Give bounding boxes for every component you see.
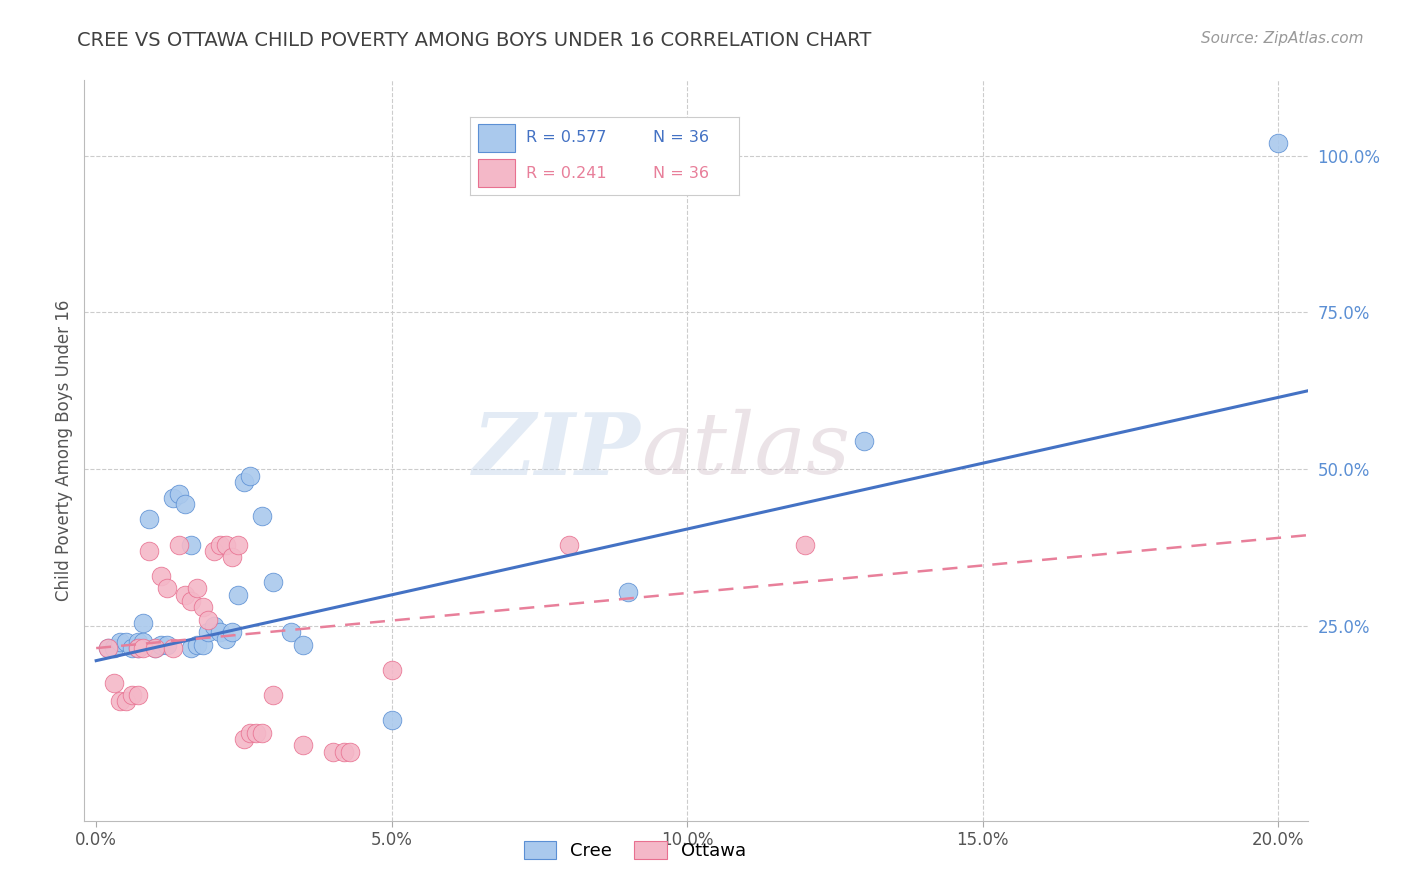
Point [215, 538, 238, 552]
Point [197, 625, 219, 640]
Point [167, 538, 190, 552]
Point [173, 497, 195, 511]
Point [150, 638, 173, 652]
Point [226, 538, 249, 552]
Point [180, 594, 202, 608]
Point [186, 638, 208, 652]
Point [197, 613, 219, 627]
Point [1267, 136, 1289, 150]
Point [97, 641, 120, 656]
Y-axis label: Child Poverty Among Boys Under 16: Child Poverty Among Boys Under 16 [55, 300, 73, 601]
Point [180, 641, 202, 656]
Point [221, 550, 243, 565]
Text: atlas: atlas [641, 409, 851, 491]
Point [202, 544, 225, 558]
Point [127, 641, 149, 656]
Point [262, 575, 284, 590]
Point [209, 625, 232, 640]
Point [121, 688, 143, 702]
Text: CREE VS OTTAWA CHILD POVERTY AMONG BOYS UNDER 16 CORRELATION CHART: CREE VS OTTAWA CHILD POVERTY AMONG BOYS … [77, 31, 872, 50]
Point [143, 641, 166, 656]
Point [232, 732, 254, 747]
Point [108, 635, 131, 649]
Point [186, 582, 208, 596]
Point [127, 635, 149, 649]
Point [245, 726, 267, 740]
Point [108, 694, 131, 708]
Point [339, 745, 361, 759]
Point [381, 713, 404, 727]
Text: Source: ZipAtlas.com: Source: ZipAtlas.com [1201, 31, 1364, 46]
Point [853, 434, 876, 448]
Point [132, 615, 155, 630]
Point [143, 641, 166, 656]
Point [138, 512, 160, 526]
Point [191, 600, 214, 615]
Point [121, 641, 143, 656]
Point [103, 675, 125, 690]
Point [232, 475, 254, 489]
Point [239, 468, 262, 483]
Point [558, 538, 581, 552]
Point [167, 487, 190, 501]
Point [156, 638, 179, 652]
Point [156, 582, 179, 596]
Point [162, 641, 184, 656]
Point [794, 538, 817, 552]
Point [191, 638, 214, 652]
Point [221, 625, 243, 640]
Point [381, 663, 404, 677]
Point [202, 619, 225, 633]
Point [114, 694, 136, 708]
Legend: Cree, Ottawa: Cree, Ottawa [516, 833, 754, 867]
Point [127, 641, 149, 656]
Point [180, 538, 202, 552]
Point [162, 491, 184, 505]
Point [262, 688, 284, 702]
Point [617, 584, 640, 599]
Point [250, 726, 273, 740]
Point [209, 538, 232, 552]
Point [292, 739, 315, 753]
Point [138, 544, 160, 558]
Point [150, 569, 173, 583]
Point [97, 641, 120, 656]
Point [280, 625, 302, 640]
Point [322, 745, 344, 759]
Point [132, 635, 155, 649]
Point [239, 726, 262, 740]
Point [333, 745, 356, 759]
Point [226, 588, 249, 602]
Point [103, 641, 125, 656]
Point [127, 688, 149, 702]
Point [132, 641, 155, 656]
Text: ZIP: ZIP [472, 409, 641, 492]
Point [173, 588, 195, 602]
Point [292, 638, 315, 652]
Point [250, 509, 273, 524]
Point [215, 632, 238, 646]
Point [114, 635, 136, 649]
